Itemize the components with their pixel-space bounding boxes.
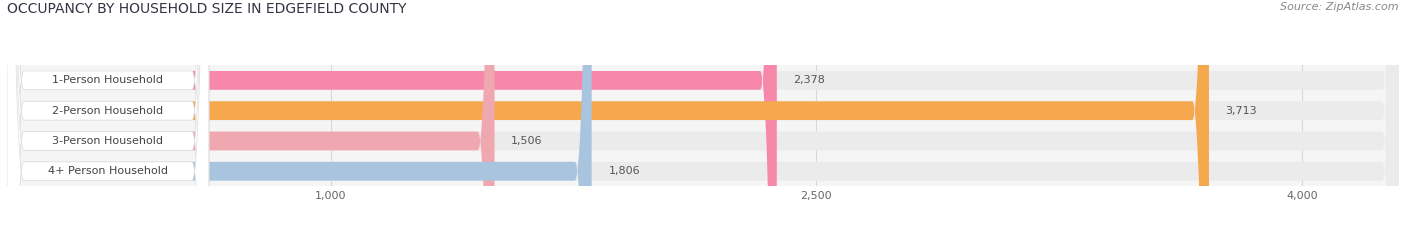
FancyBboxPatch shape — [7, 0, 1399, 233]
FancyBboxPatch shape — [7, 0, 495, 233]
FancyBboxPatch shape — [7, 0, 1399, 233]
Text: 1,506: 1,506 — [512, 136, 543, 146]
Text: 2-Person Household: 2-Person Household — [52, 106, 163, 116]
Text: OCCUPANCY BY HOUSEHOLD SIZE IN EDGEFIELD COUNTY: OCCUPANCY BY HOUSEHOLD SIZE IN EDGEFIELD… — [7, 2, 406, 16]
Text: 1-Person Household: 1-Person Household — [52, 75, 163, 85]
Text: 2,378: 2,378 — [793, 75, 825, 85]
Text: 4+ Person Household: 4+ Person Household — [48, 166, 167, 176]
Text: Source: ZipAtlas.com: Source: ZipAtlas.com — [1281, 2, 1399, 12]
FancyBboxPatch shape — [7, 0, 592, 233]
FancyBboxPatch shape — [7, 0, 1399, 233]
FancyBboxPatch shape — [7, 0, 209, 233]
FancyBboxPatch shape — [7, 0, 1209, 233]
FancyBboxPatch shape — [7, 0, 209, 233]
Text: 3-Person Household: 3-Person Household — [52, 136, 163, 146]
FancyBboxPatch shape — [7, 0, 776, 233]
FancyBboxPatch shape — [7, 0, 209, 233]
Text: 1,806: 1,806 — [609, 166, 640, 176]
FancyBboxPatch shape — [7, 0, 209, 233]
FancyBboxPatch shape — [7, 0, 1399, 233]
Text: 3,713: 3,713 — [1226, 106, 1257, 116]
